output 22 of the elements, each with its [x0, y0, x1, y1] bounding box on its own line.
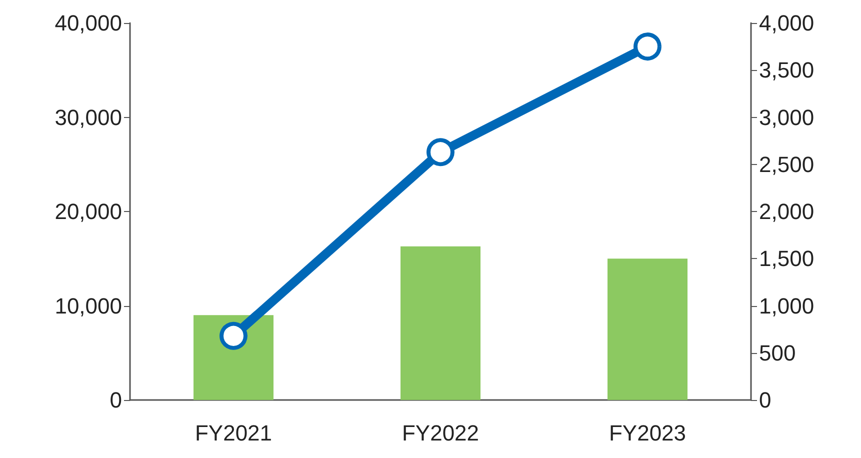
x-tick-label: FY2022	[402, 420, 480, 446]
y2-tick-label: 500	[759, 340, 796, 366]
y2-tick-label: 2,500	[759, 152, 814, 177]
y-tick-label: 10,000	[54, 293, 122, 318]
y-tick-label: 20,000	[54, 199, 122, 224]
y2-tick-label: 4,000	[759, 10, 814, 36]
bar	[608, 258, 688, 400]
y2-tick-label: 3,500	[759, 58, 814, 83]
y-tick-label: 0	[110, 388, 122, 412]
y-tick-label: 40,000	[54, 10, 122, 36]
point	[220, 322, 248, 350]
point	[634, 32, 662, 61]
y2-tick-label: 0	[759, 388, 772, 412]
point	[426, 138, 454, 166]
bar	[400, 246, 480, 400]
y2-tick-label: 3,000	[759, 104, 814, 130]
x-tick-label: FY2021	[194, 420, 272, 446]
x-tick-label: FY2023	[608, 420, 686, 446]
y2-tick-label: 2,000	[759, 199, 814, 224]
y2-tick-label: 1,000	[759, 293, 814, 318]
y-tick-label: 30,000	[54, 104, 122, 130]
y2-tick-label: 1,500	[759, 246, 814, 272]
